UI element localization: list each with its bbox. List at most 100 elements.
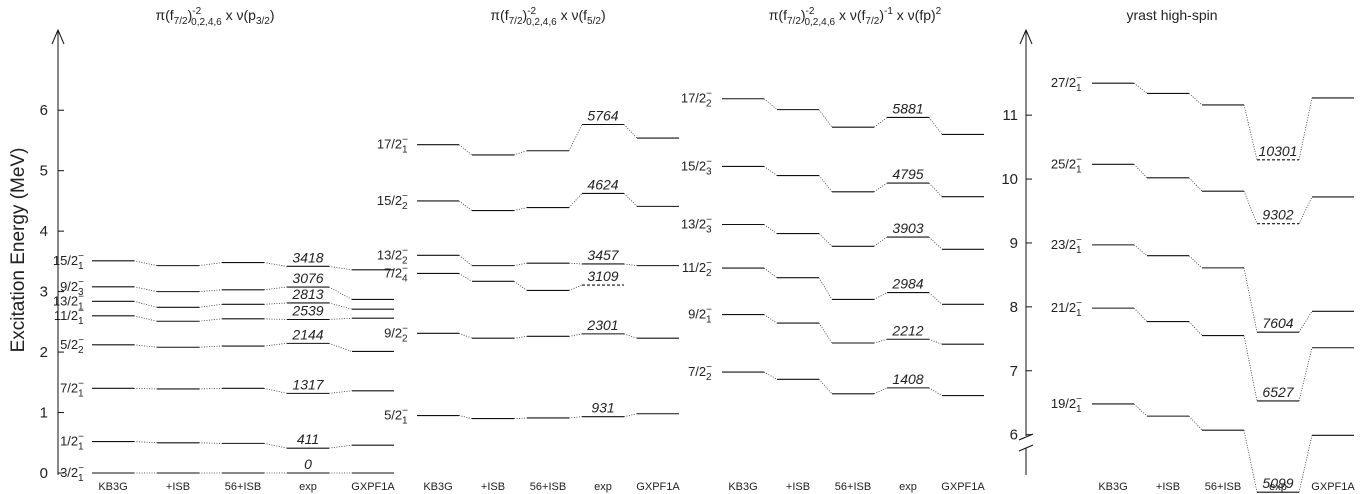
level-connector bbox=[818, 322, 833, 344]
axis-break-mark bbox=[1018, 444, 1034, 452]
state-label: 11/2− 2 bbox=[682, 258, 712, 279]
y-tick-label: 2 bbox=[40, 344, 48, 361]
level-connector bbox=[513, 281, 528, 291]
state-label: 5/2− 2 bbox=[60, 335, 84, 356]
level-17/2-2: 17/2− 2 5881 bbox=[681, 89, 984, 135]
level-connector bbox=[1188, 255, 1203, 269]
level-connector bbox=[513, 417, 528, 419]
y-axis-left: 0 1 2 3 4 5 6 bbox=[40, 28, 65, 482]
model-label: 56+ISB bbox=[835, 481, 871, 493]
exp-value: 3076 bbox=[292, 270, 323, 286]
model-label: GXPF1A bbox=[351, 481, 395, 493]
level-connector bbox=[1298, 311, 1313, 333]
level-19/2-1: 19/2− 1 5099 bbox=[1051, 394, 1354, 493]
level-connector bbox=[1298, 435, 1313, 493]
model-label: +ISB bbox=[1156, 481, 1180, 493]
level-connector bbox=[133, 387, 158, 390]
level-connector bbox=[623, 263, 638, 267]
level-connector bbox=[623, 413, 638, 418]
exp-value: 2212 bbox=[891, 322, 923, 338]
level-connector bbox=[873, 292, 888, 300]
level-13/2-3: 13/2− 3 3903 bbox=[681, 215, 984, 250]
level-connector bbox=[198, 303, 223, 308]
level-9/2-3: 9/2− 3 3076 bbox=[60, 270, 394, 301]
state-label: 7/2− 2 bbox=[688, 362, 712, 383]
state-label: 25/2− 1 bbox=[1051, 154, 1082, 175]
panel-title: yrast high-spin bbox=[1126, 7, 1217, 23]
level-connector bbox=[928, 338, 943, 345]
level-connector bbox=[928, 236, 943, 250]
y-tick-label: 4 bbox=[40, 223, 48, 240]
exp-value: 3109 bbox=[587, 268, 618, 284]
level-connector bbox=[763, 267, 778, 279]
level-connector bbox=[133, 441, 158, 444]
y-tick-label: 6 bbox=[40, 102, 48, 119]
level-connector bbox=[263, 318, 288, 320]
level-connector bbox=[263, 286, 288, 291]
model-label: KB3G bbox=[728, 481, 757, 493]
y-tick-label: 3 bbox=[40, 284, 48, 301]
y-tick-label: 7 bbox=[1010, 363, 1018, 380]
state-label: 9/2− 3 bbox=[60, 277, 84, 298]
level-connector bbox=[198, 289, 223, 293]
level-connector bbox=[328, 444, 353, 449]
state-label: 27/2− 1 bbox=[1051, 73, 1082, 94]
exp-value: 7604 bbox=[1262, 315, 1293, 331]
exp-value: 2984 bbox=[891, 276, 923, 292]
y-tick-label: 10 bbox=[1001, 171, 1018, 188]
level-7/2-1: 7/2− 1 1317 bbox=[60, 376, 394, 399]
level-connector bbox=[133, 300, 158, 308]
level-connector bbox=[198, 318, 223, 322]
level-connector bbox=[568, 124, 583, 151]
level-connector bbox=[328, 390, 353, 394]
level-15/2-3: 15/2− 3 4795 bbox=[681, 156, 984, 198]
level-connector bbox=[328, 302, 353, 310]
exp-value: 2539 bbox=[291, 302, 323, 318]
model-label: exp bbox=[1269, 481, 1287, 493]
level-connector bbox=[623, 193, 638, 207]
level-connector bbox=[1243, 191, 1258, 224]
panel-title: π(f7/2)-2 0,2,4,6 x ν(f5/2) bbox=[490, 6, 605, 28]
level-21/2-1: 21/2− 1 6527 bbox=[1051, 298, 1354, 402]
model-label: 56+ISB bbox=[225, 481, 261, 493]
level-connector bbox=[198, 345, 223, 348]
level-connector bbox=[1188, 321, 1203, 336]
level-connector bbox=[513, 207, 528, 211]
exp-value: 1408 bbox=[892, 371, 923, 387]
level-connector bbox=[133, 286, 158, 293]
level-connector bbox=[1243, 335, 1258, 402]
state-label: 1/2− 1 bbox=[60, 432, 84, 453]
level-connector bbox=[458, 200, 473, 211]
y-tick-label: 8 bbox=[1010, 299, 1018, 316]
level-connector bbox=[458, 273, 473, 282]
level-connector bbox=[513, 262, 528, 267]
level-connector bbox=[328, 342, 353, 352]
state-label: 7/2− 4 bbox=[384, 263, 408, 284]
level-connector bbox=[1133, 164, 1148, 179]
panel-1: π(f7/2)-2 0,2,4,6 x ν(p3/2) KB3G +ISB 56+ISB… bbox=[53, 6, 396, 493]
level-connector bbox=[458, 144, 473, 156]
model-label: +ISB bbox=[786, 481, 810, 493]
panel-title: π(f7/2)-2 0,2,4,6 x ν(f7/2)-1 x ν(fp)2 bbox=[769, 6, 942, 28]
level-9/2-1: 9/2− 1 2212 bbox=[688, 305, 984, 345]
level-connector bbox=[1243, 104, 1258, 160]
level-7/2-4: 7/2− 4 3109 bbox=[384, 263, 624, 291]
y-tick-label: 5 bbox=[40, 163, 48, 180]
model-label: KB3G bbox=[1098, 481, 1127, 493]
model-label: 56+ISB bbox=[1205, 481, 1241, 493]
level-connector bbox=[568, 193, 583, 208]
exp-value: 1317 bbox=[292, 376, 324, 392]
exp-value: 3418 bbox=[292, 249, 323, 265]
model-label: exp bbox=[299, 481, 317, 493]
level-connector bbox=[328, 286, 353, 300]
level-27/2-1: 27/2− 1 10301 bbox=[1051, 73, 1354, 161]
state-label: 21/2− 1 bbox=[1051, 298, 1082, 319]
model-label: GXPF1A bbox=[636, 481, 680, 493]
level-connector bbox=[513, 335, 528, 339]
state-label: 13/2− 3 bbox=[681, 215, 712, 236]
level-connector bbox=[458, 255, 473, 266]
y-axis-arrow bbox=[1019, 28, 1033, 45]
y-tick-label: 1 bbox=[40, 405, 48, 422]
panel-title: π(f7/2)-2 0,2,4,6 x ν(p3/2) bbox=[155, 6, 274, 28]
level-connector bbox=[328, 317, 353, 320]
